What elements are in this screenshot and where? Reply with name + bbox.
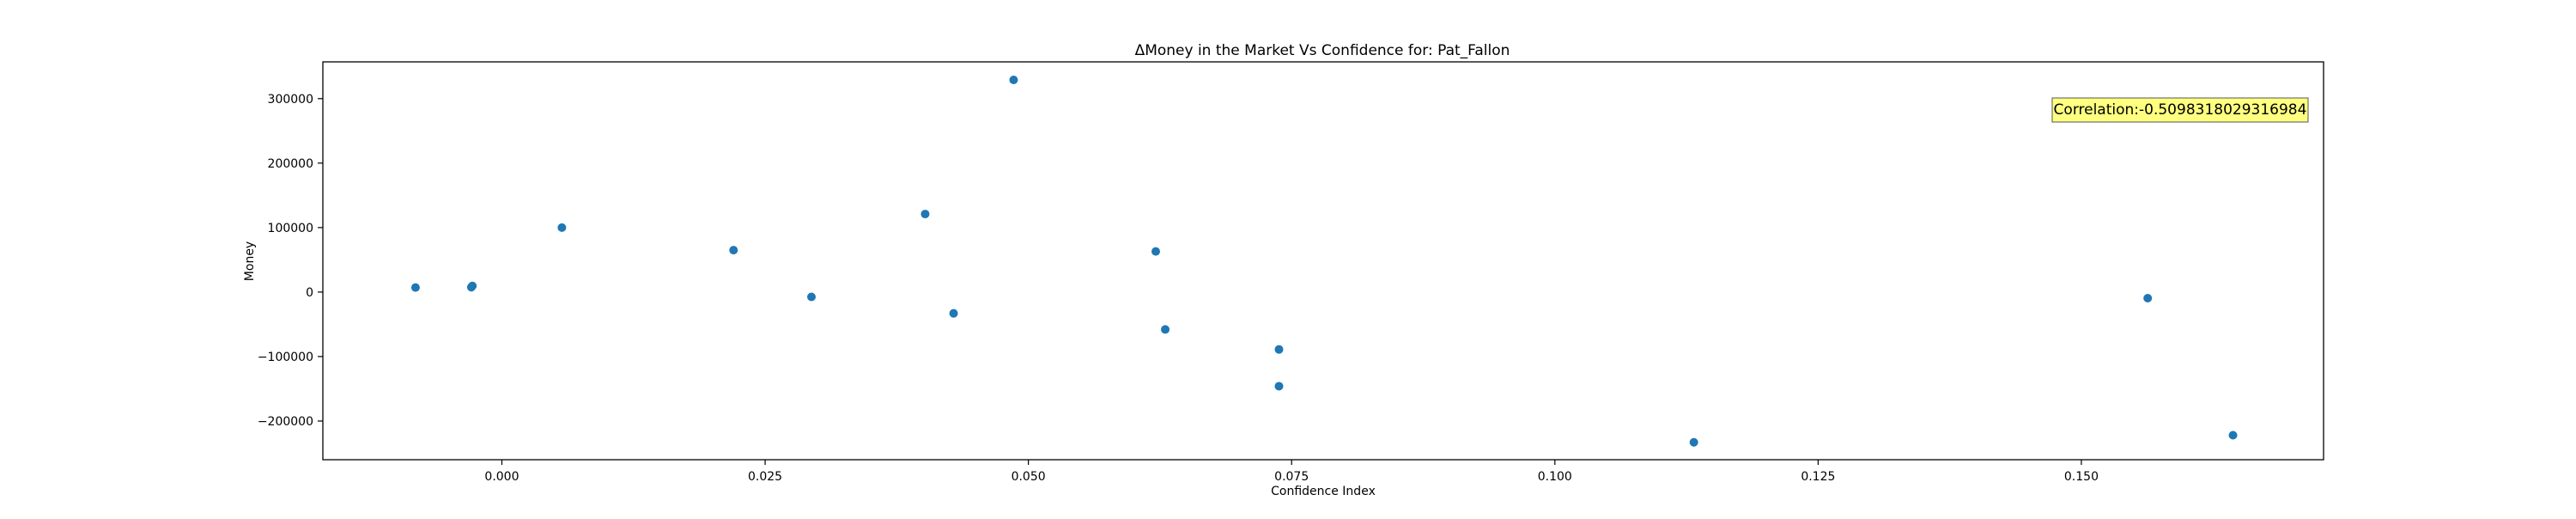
y-tick-label: 0 [306, 286, 313, 300]
data-points [411, 76, 2238, 447]
plot-area [323, 62, 2324, 460]
y-tick-label: 300000 [268, 93, 313, 107]
x-tick-label: 0.000 [484, 470, 519, 484]
data-point [950, 309, 958, 318]
x-axis-label: Confidence Index [1271, 485, 1376, 498]
data-point [1690, 438, 1698, 447]
data-point [1274, 345, 1283, 354]
y-axis: −200000 −100000 0 100000 200000 300000 [258, 93, 323, 429]
x-tick-label: 0.075 [1274, 470, 1309, 484]
data-point [2229, 430, 2238, 439]
x-tick-label: 0.125 [1801, 470, 1835, 484]
y-tick-label: −100000 [258, 351, 313, 364]
y-tick-label: −200000 [258, 415, 313, 429]
y-axis-label: Money [243, 241, 257, 281]
x-tick-label: 0.150 [2064, 470, 2099, 484]
x-tick-label: 0.025 [748, 470, 782, 484]
annotation-text: Correlation:-0.5098318029316984 [2054, 101, 2307, 119]
x-tick-label: 0.100 [1538, 470, 1572, 484]
y-tick-label: 100000 [268, 222, 313, 235]
data-point [2143, 294, 2152, 302]
data-point [920, 210, 929, 218]
data-point [1161, 325, 1170, 333]
data-point [729, 246, 738, 254]
chart-title: ΔMoney in the Market Vs Confidence for: … [1135, 42, 1510, 59]
data-point [807, 293, 816, 302]
data-point [557, 223, 566, 232]
y-tick-label: 200000 [268, 157, 313, 171]
data-point [1151, 247, 1160, 256]
x-axis: 0.000 0.025 0.050 0.075 0.100 0.125 0.150 [484, 460, 2099, 484]
data-point [468, 282, 477, 290]
data-point [411, 284, 420, 292]
correlation-annotation: Correlation:-0.5098318029316984 [2052, 98, 2308, 122]
data-point [1274, 382, 1283, 390]
data-point [1009, 76, 1018, 84]
x-tick-label: 0.050 [1012, 470, 1046, 484]
